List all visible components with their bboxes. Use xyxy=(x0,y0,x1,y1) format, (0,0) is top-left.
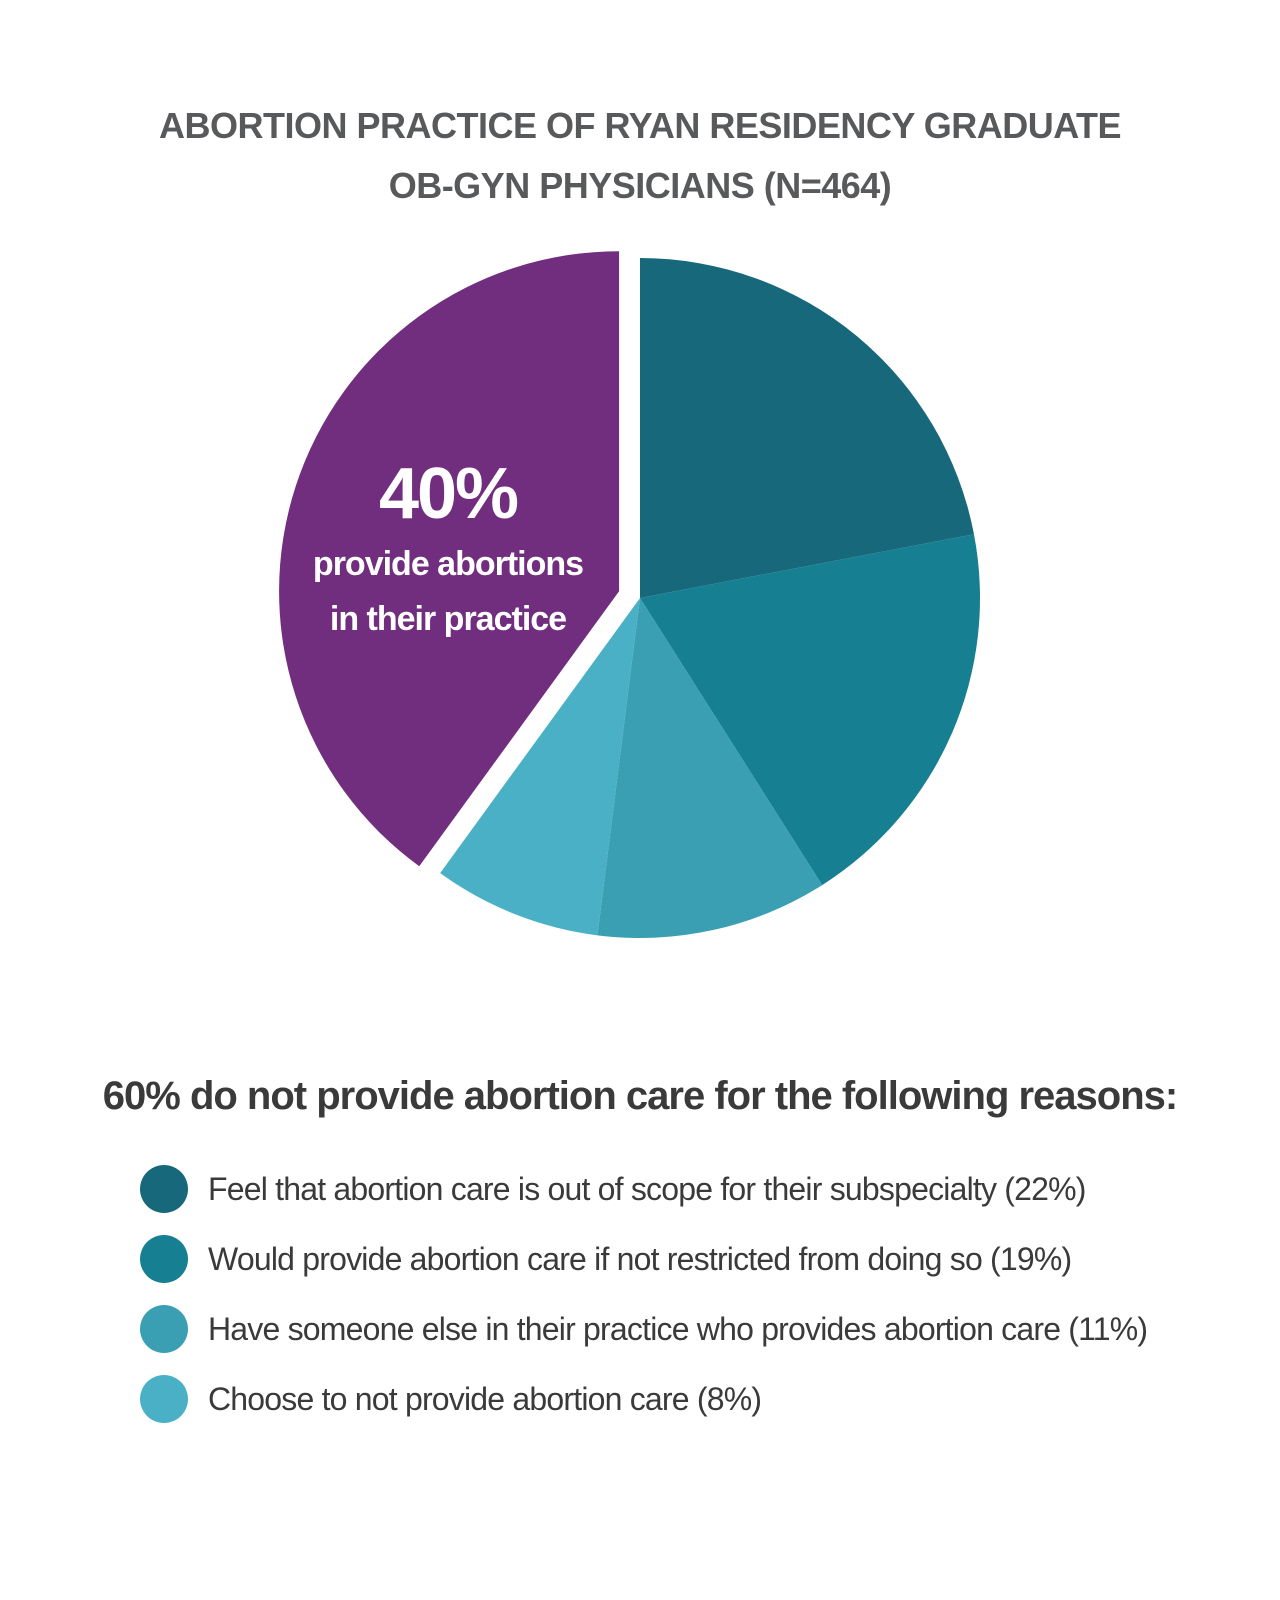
chart-title: ABORTION PRACTICE OF RYAN RESIDENCY GRAD… xyxy=(0,96,1280,216)
legend: Feel that abortion care is out of scope … xyxy=(140,1154,1240,1434)
legend-swatch-someone-else xyxy=(140,1305,188,1353)
reasons-heading: 60% do not provide abortion care for the… xyxy=(102,1074,1178,1118)
legend-label-restricted: Would provide abortion care if not restr… xyxy=(208,1240,1072,1277)
pie-slice-restricted xyxy=(640,534,980,886)
pie-slice-someone-else xyxy=(597,598,823,938)
pie-slice-choose-not xyxy=(440,598,640,936)
legend-item-out-of-scope: Feel that abortion care is out of scope … xyxy=(140,1154,1240,1224)
chart-title-line-2: OB-GYN PHYSICIANS (N=464) xyxy=(388,165,892,206)
callout-percent: 40% xyxy=(379,454,518,534)
legend-label-choose-not: Choose to not provide abortion care (8%) xyxy=(208,1380,762,1417)
legend-label-out-of-scope: Feel that abortion care is out of scope … xyxy=(208,1170,1086,1207)
chart-title-line-1: ABORTION PRACTICE OF RYAN RESIDENCY GRAD… xyxy=(158,105,1122,146)
callout-line-1: provide abortions xyxy=(313,545,583,583)
pie-slice-provide xyxy=(279,251,620,867)
pie-slices xyxy=(279,251,980,938)
legend-item-restricted: Would provide abortion care if not restr… xyxy=(140,1224,1240,1294)
legend-item-someone-else: Have someone else in their practice who … xyxy=(140,1294,1240,1364)
legend-item-choose-not: Choose to not provide abortion care (8%) xyxy=(140,1364,1240,1434)
callout-line-2: in their practice xyxy=(330,600,566,638)
legend-swatch-choose-not xyxy=(140,1375,188,1423)
legend-label-someone-else: Have someone else in their practice who … xyxy=(208,1310,1148,1347)
pie-slice-out-of-scope xyxy=(640,258,974,598)
legend-swatch-out-of-scope xyxy=(140,1165,188,1213)
legend-swatch-restricted xyxy=(140,1235,188,1283)
pie-chart: 40% provide abortions in their practice xyxy=(279,251,980,938)
